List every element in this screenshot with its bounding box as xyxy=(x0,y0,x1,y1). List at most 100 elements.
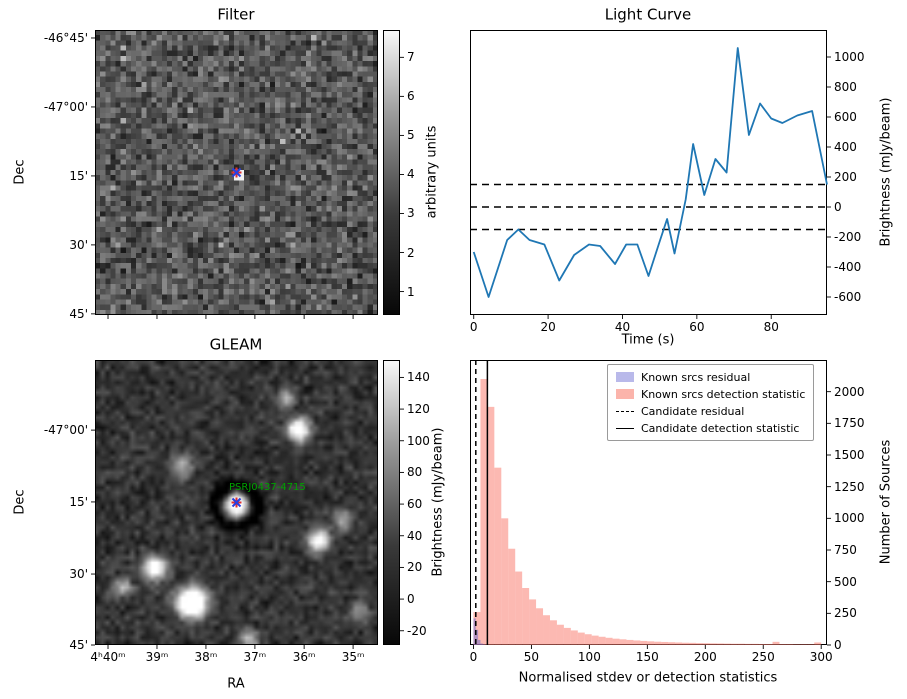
legend-swatch-known-srcs-residual xyxy=(616,372,634,382)
histogram-bar xyxy=(668,642,676,645)
histogram-bar xyxy=(480,379,488,645)
tick-label: 1750 xyxy=(834,416,865,431)
tick-label: 5 xyxy=(407,128,415,143)
tick-label: 0 xyxy=(834,200,842,214)
histogram-bar xyxy=(478,639,481,645)
tick-label: 20 xyxy=(407,560,423,575)
tick-label: 4ʰ40ᵐ xyxy=(90,650,126,664)
legend-item-candidate-detection: Candidate detection statistic xyxy=(616,421,805,435)
tick-label: 200 xyxy=(834,170,857,184)
histogram-bar xyxy=(529,599,537,645)
filter-title: Filter xyxy=(217,5,255,24)
tick-label: 120 xyxy=(407,402,430,417)
tick-label: 45' xyxy=(69,638,88,652)
histogram-bar xyxy=(473,612,481,645)
tick-label: 200 xyxy=(693,650,717,664)
histogram-bar xyxy=(626,639,634,645)
tick-label: 30' xyxy=(69,567,88,582)
histogram-bar xyxy=(494,467,502,645)
light-curve-y-axis-label: Brightness (mJy/beam) xyxy=(878,97,894,247)
tick-label: -200 xyxy=(834,230,862,244)
tick-label: 15' xyxy=(69,168,88,183)
tick-label: 140 xyxy=(407,370,430,385)
legend-label-candidate-detection: Candidate detection statistic xyxy=(641,421,800,435)
tick-label: 35ᵐ xyxy=(341,650,365,664)
histogram-bar xyxy=(487,406,495,645)
tick-label: 1 xyxy=(407,284,415,299)
legend-item-candidate-residual: Candidate residual xyxy=(616,404,805,418)
tick-label: 36ᵐ xyxy=(292,650,316,664)
tick-label: 38ᵐ xyxy=(194,650,218,664)
histogram-bar xyxy=(473,618,476,645)
tick-label: 15' xyxy=(69,494,88,509)
histogram-legend: Known srcs residual Known srcs detection… xyxy=(607,364,815,441)
tick-label: 600 xyxy=(834,110,857,124)
histogram-bar xyxy=(549,620,557,645)
axes-spine xyxy=(470,30,827,315)
legend-item-known-srcs-residual: Known srcs residual xyxy=(616,370,805,384)
histogram-bar xyxy=(556,624,564,645)
histogram-bar xyxy=(563,627,571,645)
histogram-bar xyxy=(577,632,585,645)
histogram-bar xyxy=(682,642,690,645)
light-curve-title: Light Curve xyxy=(604,5,692,24)
legend-label-candidate-residual: Candidate residual xyxy=(641,404,745,418)
histogram-bar xyxy=(543,615,550,645)
histogram-bar xyxy=(475,629,479,645)
tick-label: -46°45' xyxy=(43,30,88,45)
filter-y-axis-label: Dec xyxy=(12,159,28,185)
tick-label: 80 xyxy=(407,465,423,480)
tick-label: 100 xyxy=(407,433,430,448)
histogram-bar xyxy=(807,644,815,645)
tick-label: 40 xyxy=(407,528,423,543)
tick-label: 45' xyxy=(69,306,88,321)
tick-label: 80 xyxy=(763,320,779,334)
tick-label: 300 xyxy=(809,650,833,664)
histogram-bar xyxy=(612,638,620,645)
histogram-bar xyxy=(647,641,655,645)
legend-item-known-srcs-detection: Known srcs detection statistic xyxy=(616,387,805,401)
histogram-bar xyxy=(744,643,752,645)
tick-label: 400 xyxy=(834,140,857,154)
histogram-bar xyxy=(480,643,483,645)
tick-label: -47°00' xyxy=(43,99,88,114)
histogram-bar xyxy=(570,630,578,645)
histogram-bar xyxy=(709,643,717,645)
gleam-x-axis-label: RA xyxy=(227,676,245,692)
histogram-x-axis-label: Normalised stdev or detection statistics xyxy=(518,670,778,686)
histogram-bar xyxy=(675,642,683,645)
histogram-bar xyxy=(501,518,509,645)
histogram-bar xyxy=(723,643,731,645)
gleam-title: GLEAM xyxy=(209,335,263,354)
filter-colorbar xyxy=(383,30,400,315)
legend-label-known-srcs-detection: Known srcs detection statistic xyxy=(641,387,806,401)
histogram-bar xyxy=(702,643,710,645)
histogram-bar xyxy=(689,642,697,645)
tick-label: 30' xyxy=(69,237,88,252)
legend-swatch-known-srcs-detection xyxy=(616,389,634,399)
histogram-bar xyxy=(814,642,822,645)
tick-label: 0 xyxy=(407,592,415,607)
tick-label: 100 xyxy=(577,650,601,664)
histogram-bar xyxy=(515,571,523,645)
tick-label: 7 xyxy=(407,50,415,65)
light-curve-line xyxy=(472,47,828,298)
tick-label: 250 xyxy=(834,606,857,621)
tick-label: 250 xyxy=(751,650,775,664)
tick-label: 60 xyxy=(407,497,423,512)
histogram-bar xyxy=(508,548,516,645)
histogram-bar xyxy=(716,643,724,645)
histogram-bar xyxy=(772,641,780,645)
tick-label: 6 xyxy=(407,89,415,104)
tick-label: 800 xyxy=(834,80,857,94)
tick-label: 0 xyxy=(834,638,842,652)
histogram-bar xyxy=(730,643,738,645)
light-curve-x-axis-label: Time (s) xyxy=(621,332,675,348)
histogram-bar xyxy=(640,640,648,645)
tick-label: 3 xyxy=(407,206,415,221)
legend-label-known-srcs-residual: Known srcs residual xyxy=(641,370,751,384)
histogram-y-axis-label: Number of Sources xyxy=(878,439,894,565)
filter-colorbar-label: arbitrary units xyxy=(424,125,440,219)
gleam-image xyxy=(95,360,378,645)
histogram-bar xyxy=(800,644,808,645)
